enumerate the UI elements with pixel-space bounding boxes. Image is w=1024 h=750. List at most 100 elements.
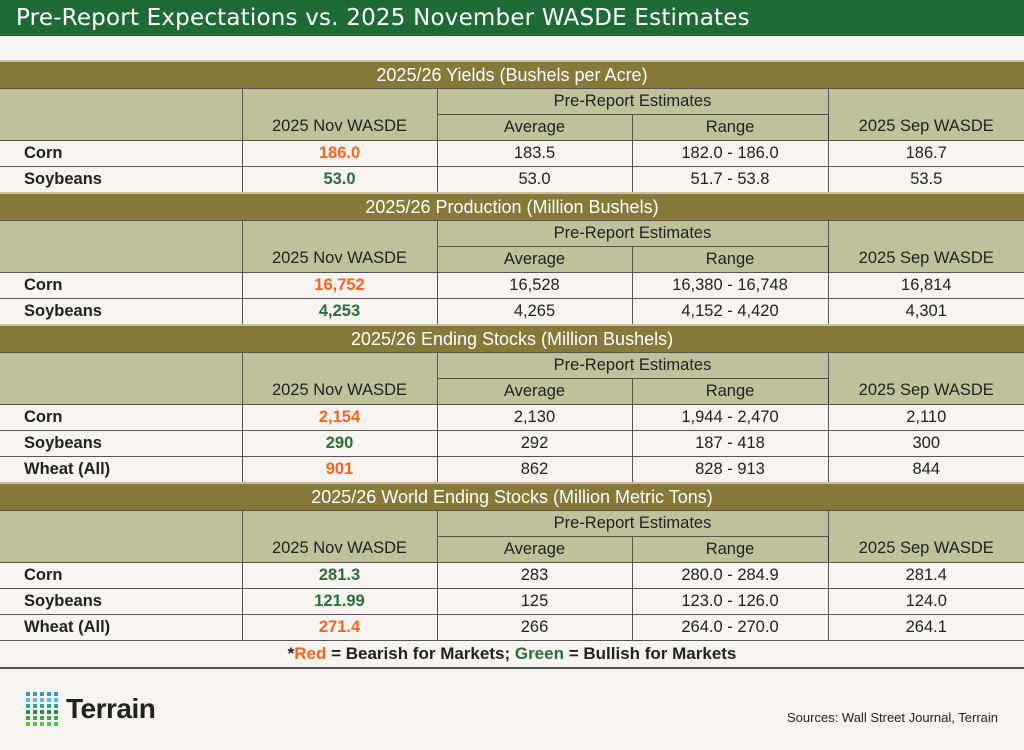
header-nov-wasde: 2025 Nov WASDE [241,220,438,273]
sep-wasde-value: 300 [827,430,1024,457]
terrain-logo: Terrain [26,692,156,726]
footnote-row: *Red = Bearish for Markets; Green = Bull… [0,640,1024,669]
header-nov-wasde: 2025 Nov WASDE [241,352,438,405]
header-pre-report: Pre-Report Estimates [436,220,829,247]
crop-label: Soybeans [0,588,243,615]
header-sep-wasde: 2025 Sep WASDE [827,88,1024,141]
average-value: 266 [436,614,633,641]
column-header-row: Average Range [0,246,1024,273]
average-value: 183.5 [436,140,633,167]
section-title: 2025/26 World Ending Stocks (Million Met… [0,482,1024,511]
crop-label: Corn [0,140,243,167]
crop-label: Soybeans [0,430,243,457]
nov-wasde-value: 290 [241,430,438,457]
header-sep-wasde: 2025 Sep WASDE [827,352,1024,405]
table-row: Corn 281.3 283 280.0 - 284.9 281.4 [0,562,1024,589]
range-value: 182.0 - 186.0 [631,140,829,167]
column-header-row: 2025 Nov WASDE Pre-Report Estimates 2025 S… [0,220,1024,273]
header-range: Range [631,246,828,273]
sep-wasde-value: 264.1 [827,614,1024,641]
column-header-row: 2025 Nov WASDE Pre-Report Estimates 2025 S… [0,510,1024,563]
page-title: Pre-Report Expectations vs. 2025 Novembe… [0,0,1024,36]
header-range: Range [631,378,828,405]
sep-wasde-value: 53.5 [827,166,1024,194]
section-header: 2025/26 Yields (Bushels per Acre) [0,60,1024,89]
header-blank [0,510,243,563]
column-header-row: 2025 Nov WASDE Pre-Report Estimates 2025 S… [0,352,1024,405]
footnote: *Red = Bearish for Markets; Green = Bull… [0,640,1024,669]
range-value: 187 - 418 [631,430,829,457]
nov-wasde-value: 53.0 [241,166,438,194]
section-header: 2025/26 World Ending Stocks (Million Met… [0,482,1024,511]
nov-wasde-value: 281.3 [241,562,438,589]
table-row: Corn 186.0 183.5 182.0 - 186.0 186.7 [0,140,1024,167]
nov-wasde-value: 2,154 [241,404,438,431]
range-value: 280.0 - 284.9 [631,562,829,589]
crop-label: Corn [0,272,243,299]
sep-wasde-value: 16,814 [827,272,1024,299]
sep-wasde-value: 124.0 [827,588,1024,615]
nov-wasde-value: 4,253 [241,298,438,326]
sources-note: Sources: Wall Street Journal, Terrain [787,710,998,725]
average-value: 2,130 [436,404,633,431]
section-title: 2025/26 Production (Million Bushels) [0,192,1024,221]
nov-wasde-value: 901 [241,456,438,484]
section-header: 2025/26 Ending Stocks (Million Bushels) [0,324,1024,353]
section-title: 2025/26 Yields (Bushels per Acre) [0,60,1024,89]
header-average: Average [437,378,633,405]
nov-wasde-value: 186.0 [241,140,438,167]
crop-label: Soybeans [0,298,243,326]
crop-label: Wheat (All) [0,456,243,484]
crop-label: Soybeans [0,166,243,194]
section-header: 2025/26 Production (Million Bushels) [0,192,1024,221]
header-average: Average [437,246,633,273]
range-value: 4,152 - 4,420 [631,298,829,326]
header-range: Range [631,114,828,141]
logo-dots-icon [26,692,58,726]
header-nov-wasde: 2025 Nov WASDE [241,88,438,141]
sep-wasde-value: 4,301 [827,298,1024,326]
average-value: 292 [436,430,633,457]
table-row: Soybeans 121.99 125 123.0 - 126.0 124.0 [0,588,1024,615]
column-header-row: 2025 Nov WASDE Pre-Report Estimates 2025 S… [0,88,1024,141]
column-header-row: Average Range [0,114,1024,141]
header-blank [0,88,243,141]
header-pre-report: Pre-Report Estimates [436,352,829,379]
nov-wasde-value: 121.99 [241,588,438,615]
range-value: 264.0 - 270.0 [631,614,829,641]
column-header-row: Average Range [0,536,1024,563]
header-pre-report: Pre-Report Estimates [436,88,829,115]
average-value: 4,265 [436,298,633,326]
range-value: 1,944 - 2,470 [631,404,829,431]
header-blank [0,352,243,405]
range-value: 828 - 913 [631,456,829,484]
logo-text: Terrain [66,693,156,724]
footnote-mid: = Bearish for Markets; [326,644,515,663]
table-row: Soybeans 4,253 4,265 4,152 - 4,420 4,301 [0,298,1024,326]
crop-label: Wheat (All) [0,614,243,641]
table-row: Soybeans 290 292 187 - 418 300 [0,430,1024,457]
average-value: 53.0 [436,166,633,194]
header-sep-wasde: 2025 Sep WASDE [827,510,1024,563]
nov-wasde-value: 16,752 [241,272,438,299]
table-row: Wheat (All) 271.4 266 264.0 - 270.0 264.1 [0,614,1024,641]
header-average: Average [437,114,633,141]
footnote-red: Red [294,644,327,663]
table-row: Corn 16,752 16,528 16,380 - 16,748 16,814 [0,272,1024,299]
sep-wasde-value: 2,110 [827,404,1024,431]
header-pre-report: Pre-Report Estimates [436,510,829,537]
sep-wasde-value: 844 [827,456,1024,484]
crop-label: Corn [0,562,243,589]
footnote-end: = Bullish for Markets [563,644,737,663]
sep-wasde-value: 186.7 [827,140,1024,167]
footnote-green: Green [514,644,564,663]
crop-label: Corn [0,404,243,431]
table-row: Soybeans 53.0 53.0 51.7 - 53.8 53.5 [0,166,1024,194]
range-value: 123.0 - 126.0 [631,588,829,615]
wasde-table: 2025/26 Yields (Bushels per Acre) 2025 No… [0,60,1024,669]
footnote-star: * [287,644,295,663]
sep-wasde-value: 281.4 [827,562,1024,589]
header-sep-wasde: 2025 Sep WASDE [827,220,1024,273]
average-value: 862 [436,456,633,484]
average-value: 125 [436,588,633,615]
